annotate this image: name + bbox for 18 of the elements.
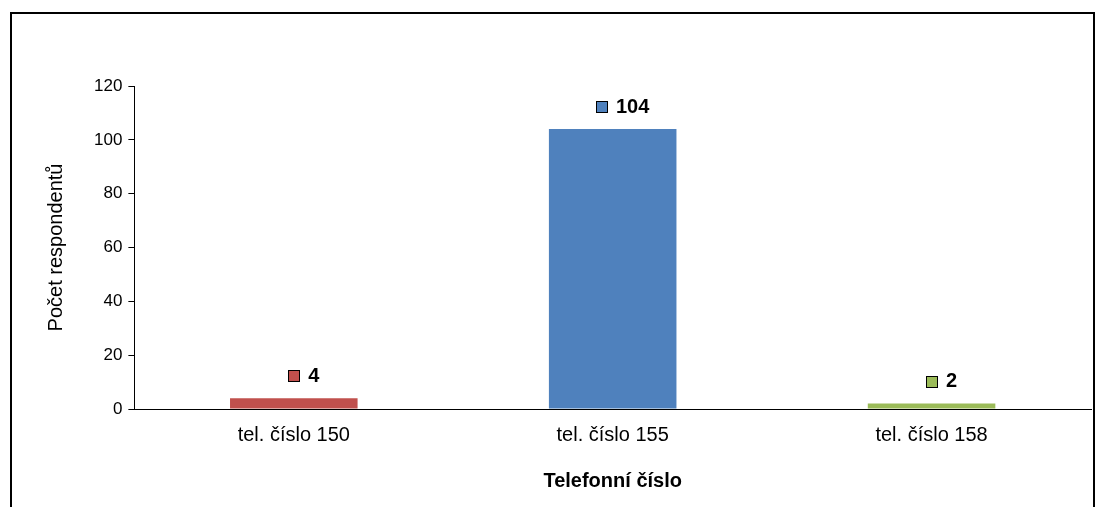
data-label: 4 — [308, 363, 321, 386]
y-tick-label: 60 — [103, 237, 123, 257]
x-axis-title: Telefonní číslo — [543, 468, 682, 491]
y-tick-label: 100 — [93, 129, 123, 149]
bar — [548, 129, 677, 409]
x-tick-label: tel. číslo 150 — [237, 422, 350, 445]
x-tick-label: tel. číslo 155 — [556, 422, 669, 445]
y-tick-label: 40 — [103, 291, 123, 311]
x-tick-label: tel. číslo 158 — [875, 422, 988, 445]
y-tick-label: 0 — [112, 398, 123, 418]
data-label: 104 — [616, 94, 651, 117]
y-tick-label: 120 — [93, 75, 123, 95]
y-axis-title: Počet respondentů — [43, 163, 66, 332]
bar — [230, 398, 358, 409]
data-label: 2 — [946, 369, 958, 392]
bar — [867, 403, 996, 409]
y-tick-label: 20 — [103, 344, 123, 364]
y-tick-label: 80 — [103, 183, 123, 203]
